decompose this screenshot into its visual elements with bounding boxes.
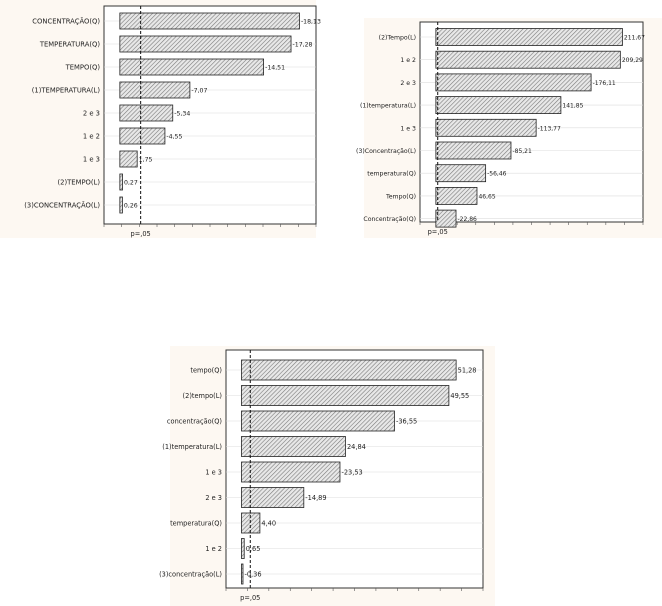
value-label: 49,55 — [450, 392, 469, 400]
bar — [241, 563, 244, 585]
category-label: 1 e 2 — [83, 133, 100, 141]
bar — [119, 104, 174, 122]
category-label: (2)tempo(L) — [183, 392, 222, 400]
category-label: concentração(Q) — [167, 418, 222, 426]
category-label: 1 e 3 — [83, 156, 100, 164]
threshold-label: p=,05 — [131, 230, 151, 238]
category-label: 2 e 3 — [83, 110, 100, 118]
bar — [241, 359, 457, 381]
value-label: -36,55 — [396, 418, 417, 426]
category-label: 2 e 3 — [205, 494, 222, 502]
category-label: (1)temperatura(L) — [360, 103, 416, 110]
value-label: 0,65 — [246, 545, 261, 553]
category-label: TEMPERATURA(Q) — [39, 41, 100, 49]
bar — [119, 127, 166, 145]
value-label: -113,77 — [538, 125, 561, 132]
category-label: Concentração(Q) — [363, 216, 416, 223]
category-label: 2 e 3 — [400, 80, 416, 87]
category-label: tempo(Q) — [190, 367, 222, 375]
category-label: CONCENTRAÇÃO(Q) — [32, 17, 100, 26]
value-label: -4,55 — [166, 134, 182, 141]
value-label: -14,51 — [265, 65, 285, 72]
bar — [435, 186, 478, 205]
value-label: 46,65 — [478, 193, 495, 200]
bar — [241, 538, 245, 559]
category-label: 1 e 2 — [205, 545, 222, 553]
value-label: 24,84 — [347, 443, 366, 451]
bar — [119, 12, 300, 30]
value-label: -23,53 — [341, 469, 362, 477]
value-label: -5,34 — [174, 111, 190, 118]
chart-3: tempo(Q) 51,28 (2)tempo(L) 49,55 concentraçã… — [159, 346, 495, 606]
value-label: 1,75 — [139, 157, 153, 164]
category-label: (1)TEMPERATURA(L) — [32, 87, 101, 95]
bar — [241, 461, 341, 483]
category-label: temperatura(Q) — [170, 520, 222, 528]
bar — [435, 209, 457, 228]
category-label: (3)CONCENTRAÇÃO(L) — [24, 201, 100, 210]
category-label: TEMPO(Q) — [65, 64, 101, 72]
bar — [119, 173, 123, 191]
category-label: temperatura(Q) — [367, 171, 416, 178]
value-label: -14,89 — [305, 494, 326, 502]
category-label: 1 e 3 — [400, 125, 416, 132]
category-label: (2)Tempo(L) — [379, 35, 416, 42]
category-label: Tempo(Q) — [385, 193, 416, 200]
threshold-label: p=,05 — [240, 594, 260, 602]
category-label: (2)TEMPO(L) — [58, 179, 101, 187]
bar — [241, 436, 346, 457]
value-label: -7,07 — [191, 88, 207, 95]
value-label: 0,27 — [124, 180, 138, 187]
bar — [119, 81, 191, 99]
bar — [435, 28, 623, 46]
category-label: 1 e 3 — [205, 469, 222, 477]
bar — [119, 150, 138, 168]
category-label: (3)concentração(L) — [159, 571, 222, 579]
bar — [119, 196, 123, 214]
value-label: 51,28 — [458, 367, 477, 375]
value-label: -22,86 — [458, 216, 478, 223]
bar — [119, 35, 292, 53]
bar — [119, 58, 264, 76]
value-label: 0,26 — [124, 203, 138, 210]
value-label: 4,40 — [261, 520, 276, 528]
bar — [435, 73, 592, 92]
value-label: 211,67 — [624, 35, 645, 42]
value-label: -18,13 — [301, 19, 321, 26]
value-label: -176,11 — [593, 80, 616, 87]
value-label: 141,85 — [562, 103, 583, 110]
bar — [241, 410, 395, 432]
chart-1: CONCENTRAÇÃO(Q) -18,13 TEMPERATURA(Q) -17,2… — [0, 0, 321, 238]
bar — [435, 50, 621, 69]
bar — [435, 118, 537, 137]
value-label: -56,46 — [487, 171, 507, 178]
value-label: 209,29 — [622, 57, 643, 64]
value-label: -17,28 — [293, 42, 313, 49]
category-label: (1)temperatura(L) — [162, 443, 222, 451]
value-label: -0,36 — [244, 571, 261, 579]
chart-2: (2)Tempo(L) 211,67 1 e 2 209,29 2 e 3 -176,11… — [356, 18, 662, 238]
value-label: -85,21 — [512, 148, 532, 155]
bar — [435, 141, 512, 160]
bar — [241, 385, 450, 406]
bar — [435, 164, 487, 183]
category-label: (3)Concentração(L) — [356, 148, 416, 155]
threshold-label: p=,05 — [428, 228, 448, 236]
category-label: 1 e 2 — [400, 57, 416, 64]
bar — [241, 487, 305, 508]
bar — [435, 96, 562, 114]
